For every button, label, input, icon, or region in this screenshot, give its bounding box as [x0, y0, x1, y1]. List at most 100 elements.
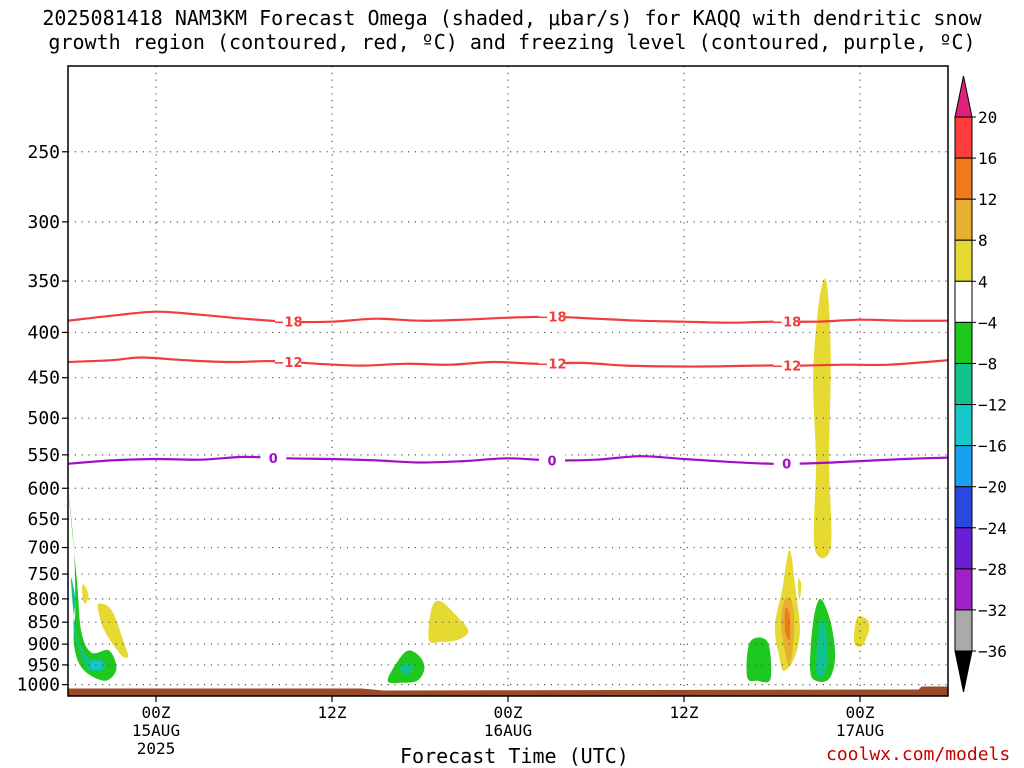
contour-label--18: −18: [274, 316, 303, 331]
x-tick-label-1: 00Z: [142, 703, 171, 722]
colorbar-band-3: [954, 198, 973, 241]
colorbar-band-10: [954, 486, 973, 529]
colorbar-label: −32: [978, 601, 1007, 620]
colorbar-band-2: [954, 157, 973, 200]
x-tick-date-3: 16AUG: [484, 721, 532, 740]
colorbar-label: −36: [978, 642, 1007, 661]
colorbar-band-4: [954, 239, 973, 282]
y-tick-label-800: 800: [27, 589, 60, 610]
source-credit[interactable]: coolwx.com/models: [826, 744, 1011, 765]
colorbar-label: −28: [978, 560, 1007, 579]
colorbar-band-9: [954, 445, 973, 488]
x-tick-date-1: 15AUG: [132, 721, 180, 740]
chart-title-line2: growth region (contoured, red, ºC) and f…: [48, 30, 976, 54]
omega-region-2: [70, 577, 106, 672]
contour-label-0: 0: [547, 454, 556, 469]
contour-label-bg: [539, 309, 565, 324]
chart-title: 2025081418 NAM3KM Forecast Omega (shaded…: [0, 6, 1024, 54]
colorbar-band-5: [954, 280, 973, 323]
omega-region-12: [784, 607, 791, 641]
colorbar-label: −8: [978, 354, 997, 373]
y-tick-label-750: 750: [27, 564, 60, 585]
y-tick-label-1000: 1000: [17, 675, 60, 696]
contour-label-0: 0: [782, 458, 791, 473]
colorbar-label: −24: [978, 519, 1007, 538]
colorbar-band-1: [954, 116, 973, 159]
contour-label--18: −18: [538, 311, 567, 326]
x-tick-label-5: 00Z: [846, 703, 875, 722]
colorbar-band-12: [954, 568, 973, 611]
x-tick-label-2: 12Z: [318, 703, 347, 722]
colorbar-under-triangle: [954, 650, 973, 693]
contour-label--12: −12: [772, 360, 801, 375]
contour-label-bg: [275, 314, 301, 329]
omega-region-14: [813, 278, 832, 559]
x-axis-title: Forecast Time (UTC): [400, 744, 629, 768]
omega-region-13: [798, 578, 802, 600]
omega-region-3: [90, 660, 103, 670]
y-tick-label-600: 600: [27, 478, 60, 499]
omega-shading-layer: [68, 278, 870, 684]
y-axis: 2503003504004505005506006507007508008509…: [17, 142, 68, 696]
contour-label-bg: [773, 314, 800, 329]
contour-label-bg: [773, 358, 800, 373]
contour-label-bg: [260, 450, 287, 465]
y-tick-label-350: 350: [27, 271, 60, 292]
omega-region-5: [97, 603, 129, 658]
y-tick-label-650: 650: [27, 509, 60, 530]
contour-label--18: −18: [772, 316, 801, 331]
contour-label-0: 0: [269, 452, 278, 467]
x-tick-label-4: 12Z: [670, 703, 699, 722]
contour-label-bg: [773, 456, 800, 471]
contour-label-bg: [275, 355, 301, 370]
contour-label--12: −12: [538, 357, 567, 372]
y-tick-label-500: 500: [27, 408, 60, 429]
y-tick-label-700: 700: [27, 538, 60, 559]
y-tick-label-400: 400: [27, 322, 60, 343]
colorbar-label: −4: [978, 313, 997, 332]
colorbar-band-6: [954, 321, 973, 364]
omega-region-16: [815, 619, 828, 679]
omega-region-1: [68, 488, 117, 681]
colorbar-label: 4: [978, 272, 988, 291]
colorbar-band-8: [954, 404, 973, 447]
omega-region-4: [82, 584, 89, 604]
colorbar-label: 16: [978, 149, 997, 168]
contour-line--18: [68, 310, 948, 324]
colorbar: 20 16 12 8 4 −4 −8 −12 −16 −20 −24 −28 −32 −36: [954, 75, 1007, 693]
omega-region-8: [428, 600, 469, 644]
colorbar-label: −12: [978, 396, 1007, 415]
contour-line-0: [68, 455, 948, 465]
y-tick-label-550: 550: [27, 445, 60, 466]
chart-title-line1: 2025081418 NAM3KM Forecast Omega (shaded…: [42, 6, 982, 30]
terrain-surface: [68, 686, 948, 696]
colorbar-label: −20: [978, 478, 1007, 497]
y-tick-label-250: 250: [27, 142, 60, 163]
colorbar-band-13: [954, 609, 973, 652]
colorbar-band-7: [954, 362, 973, 406]
omega-region-9: [746, 637, 772, 683]
x-tick-label-3: 00Z: [494, 703, 523, 722]
x-tick-date-5: 17AUG: [836, 721, 884, 740]
colorbar-label: 12: [978, 190, 997, 209]
y-tick-label-950: 950: [27, 655, 60, 676]
x-tick-year-1: 2025: [137, 739, 176, 758]
omega-region-17: [853, 616, 870, 648]
colorbar-label: −16: [978, 437, 1007, 456]
terrain-layer: [68, 686, 948, 696]
colorbar-label: 8: [978, 231, 988, 250]
contour-label-bg: [539, 356, 565, 371]
colorbar-over-triangle: [954, 75, 973, 118]
omega-region-7: [399, 662, 415, 675]
y-tick-label-300: 300: [27, 212, 60, 233]
colorbar-label: 20: [978, 108, 997, 127]
y-tick-label-900: 900: [27, 634, 60, 655]
colorbar-band-11: [954, 527, 973, 570]
y-tick-label-850: 850: [27, 612, 60, 633]
y-tick-label-450: 450: [27, 368, 60, 389]
contour-label-bg: [539, 453, 565, 468]
contour-label--12: −12: [274, 356, 303, 371]
contour-layer: −18 −18 −18 −12 −12 −12 0 0 0: [68, 309, 948, 473]
